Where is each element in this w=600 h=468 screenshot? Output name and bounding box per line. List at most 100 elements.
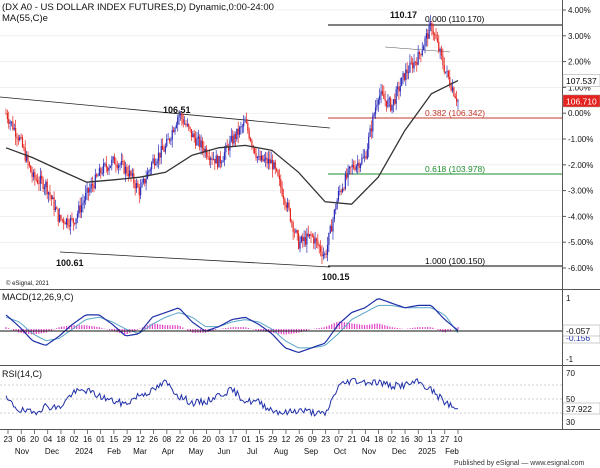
- candle-body: [380, 91, 382, 96]
- x-axis-month-label: Nov: [362, 447, 376, 456]
- price-axis-tick-label: -1.00%: [568, 135, 593, 144]
- candle-body: [395, 89, 397, 104]
- macd-legend: MACD(12,26,9,C): [2, 292, 74, 302]
- candle-body: [157, 152, 160, 162]
- candle-body: [340, 190, 342, 192]
- x-axis-day-label: 16: [401, 435, 410, 444]
- candle-body: [381, 91, 384, 94]
- annotation-high-1: 106.51: [163, 105, 191, 115]
- price-tag-text: 107.537: [566, 76, 597, 86]
- candle-body: [383, 93, 385, 99]
- rsi-panel[interactable]: [0, 367, 562, 427]
- candle-body: [443, 64, 445, 73]
- candle-body: [447, 70, 449, 77]
- price-axis-tick-label: -2.00%: [568, 161, 593, 170]
- chart-title: (DX A0 - US DOLLAR INDEX FUTURES,D) Dyna…: [2, 2, 274, 13]
- candle-body: [199, 136, 201, 148]
- candle-body: [201, 140, 204, 149]
- candle-body: [30, 165, 32, 173]
- x-axis-day-label: 21: [348, 435, 357, 444]
- candle-body: [442, 55, 444, 65]
- rsi-value-tag: [562, 402, 600, 415]
- candle-body: [196, 138, 198, 146]
- candle-body: [405, 69, 407, 81]
- candle-body: [79, 205, 81, 213]
- annotation-high-2: 110.17: [390, 10, 417, 20]
- upper-trendline[interactable]: [0, 96, 331, 129]
- price-axis-tick-label: -4.00%: [568, 212, 593, 221]
- candle-body: [245, 121, 248, 123]
- candle-body: [435, 34, 437, 39]
- x-axis-month-label: Aug: [274, 447, 288, 456]
- candle-body: [134, 183, 136, 189]
- candle-body: [39, 175, 41, 184]
- candle-body: [410, 62, 412, 64]
- candle-body: [368, 136, 370, 150]
- candle-body: [153, 158, 155, 166]
- candle-body: [260, 155, 263, 161]
- candle-body: [197, 136, 199, 139]
- candle-body: [269, 158, 271, 164]
- candle-body: [291, 221, 293, 223]
- candle-body: [270, 159, 272, 164]
- candle-body: [6, 113, 8, 120]
- candle-body: [372, 115, 374, 132]
- candle-body: [374, 107, 377, 114]
- candle-body: [181, 114, 183, 119]
- candle-body: [52, 197, 54, 200]
- rsi-axis-tick-70: 70: [566, 369, 575, 378]
- candle-body: [179, 114, 182, 115]
- candle-body: [226, 145, 228, 147]
- candle-body: [116, 165, 118, 168]
- candle-body: [141, 182, 143, 188]
- candle-body: [273, 162, 275, 170]
- candle-body: [450, 85, 452, 91]
- ma-55-line[interactable]: [5, 80, 459, 205]
- macd-panel[interactable]: [0, 290, 562, 362]
- candle-body: [304, 237, 307, 245]
- candle-body: [118, 165, 120, 168]
- candle-body: [49, 192, 51, 196]
- candle-body: [167, 138, 169, 140]
- candle-body: [10, 121, 13, 123]
- candle-body: [57, 208, 59, 222]
- candle-body: [313, 236, 315, 244]
- candle-body: [456, 98, 458, 102]
- candle-body: [142, 178, 144, 183]
- candle-body: [233, 134, 235, 144]
- candle-body: [296, 230, 298, 234]
- candle-body: [107, 167, 109, 171]
- macd-line[interactable]: [5, 298, 459, 354]
- candle-body: [155, 163, 157, 166]
- annotation-low-1: 100.61: [56, 258, 84, 268]
- candle-body: [254, 147, 256, 154]
- rsi-line[interactable]: [5, 377, 459, 417]
- candle-body: [21, 137, 24, 147]
- candle-body: [156, 161, 158, 164]
- candle-body: [80, 204, 83, 213]
- candle-body: [83, 200, 85, 203]
- x-axis-day-label: 02: [70, 435, 79, 444]
- candle-body: [61, 219, 63, 221]
- candle-body: [370, 128, 373, 132]
- candle-body: [347, 168, 349, 178]
- candle-body: [414, 61, 417, 63]
- candle-body: [102, 163, 105, 173]
- macd-divergence-line[interactable]: [384, 46, 451, 53]
- lower-trendline[interactable]: [59, 251, 331, 268]
- candle-body: [439, 49, 441, 52]
- macd-signal-line[interactable]: [5, 304, 459, 349]
- x-axis-day-label: 26: [295, 435, 304, 444]
- x-axis-month-label: 2024: [75, 447, 93, 456]
- candle-body: [318, 245, 320, 247]
- price-panel[interactable]: [0, 0, 562, 272]
- candle-body: [166, 139, 168, 147]
- x-axis-day-label: 06: [189, 435, 198, 444]
- candle-body: [341, 188, 344, 192]
- candle-body: [182, 118, 184, 124]
- x-axis-month-label: 2025: [418, 447, 436, 456]
- x-axis-day-label: 18: [374, 435, 383, 444]
- candle-body: [35, 178, 37, 180]
- candle-body: [140, 187, 142, 196]
